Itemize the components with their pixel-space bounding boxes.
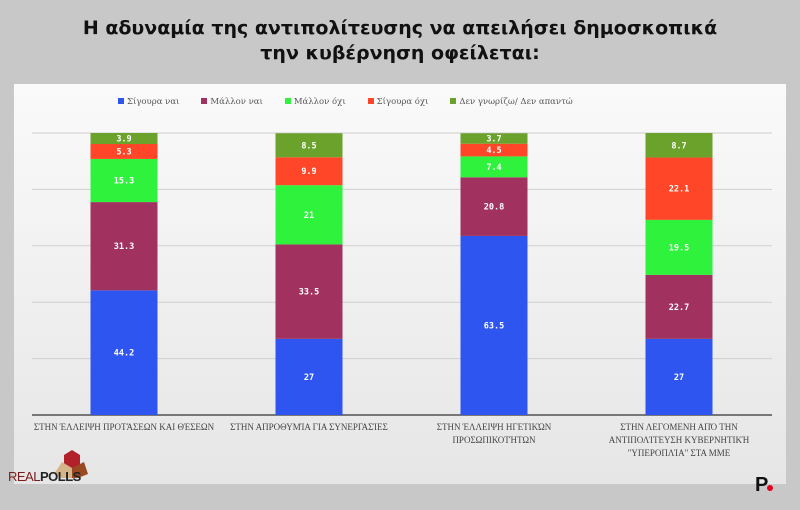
category-label-line: ΣΤΗΝ ΈΛΛΕΙΨΗ ΗΓΕΤΙΚΏΝ <box>436 422 552 432</box>
bar-segment <box>275 185 343 245</box>
data-label: 44.2 <box>114 349 134 359</box>
bar-segment <box>460 177 528 236</box>
bar-segment <box>275 157 343 186</box>
bar-segment <box>460 235 528 415</box>
data-label: 8.7 <box>671 141 686 151</box>
legend: Σίγουρα ναι Μάλλον ναι Μάλλον όχι Σίγουρα ό… <box>118 97 573 107</box>
bar-segment <box>645 274 713 339</box>
legend-swatch <box>118 98 124 104</box>
data-label: 27 <box>304 373 314 383</box>
data-label: 9.9 <box>301 167 316 177</box>
category-label: ΣΤΗΝ ΈΛΛΕΙΨΗ ΠΡΟΤΆΣΕΩΝ ΚΑΙ ΘΈΣΕΩΝ <box>24 421 224 434</box>
data-label: 15.3 <box>114 177 134 187</box>
legend-label: Μάλλον ναι <box>210 97 263 107</box>
bar-segment <box>275 133 343 158</box>
legend-item: Μάλλον όχι <box>284 97 346 107</box>
legend-item: Σίγουρα όχι <box>367 97 429 107</box>
data-label: 8.5 <box>301 141 316 151</box>
category-label: ΣΤΗΝ ΈΛΛΕΙΨΗ ΗΓΕΤΙΚΏΝ ΠΡΟΣΩΠΙΚΟΤΉΤΩΝ <box>394 421 594 447</box>
legend-label: Σίγουρα ναι <box>127 97 180 107</box>
publisher-logo: P <box>755 474 774 497</box>
data-label: 19.5 <box>669 243 689 253</box>
bar-segment <box>90 133 158 144</box>
data-label: 63.5 <box>484 321 504 331</box>
category-label-line: ΣΤΗΝ ΑΠΡΟΘΥΜΊΑ ΓΙΑ ΣΥΝΕΡΓΑΣΊΕΣ <box>230 422 388 432</box>
legend-swatch <box>367 98 374 104</box>
bar-segment <box>645 219 713 275</box>
realpolls-logo <box>24 448 104 498</box>
data-label: 5.3 <box>116 147 131 157</box>
chart-title: Η αδυναμία της αντιπολίτευσης να απειλήσ… <box>0 16 800 66</box>
data-label: 21 <box>304 211 314 221</box>
legend-item: Σίγουρα ναι <box>118 97 179 107</box>
title-line-2: την κυβέρνηση οφείλεται: <box>260 42 540 64</box>
legend-item: Μάλλον ναι <box>201 97 263 107</box>
data-label: 27 <box>674 373 684 383</box>
bar-segment <box>90 202 158 291</box>
legend-label: Μάλλον όχι <box>293 97 346 107</box>
category-label-line: "ΥΠΕΡΟΠΛΊΑ" ΣΤΑ ΜΜΕ <box>627 448 731 458</box>
data-label: 22.7 <box>669 303 689 313</box>
category-label: ΣΤΗΝ ΑΠΡΟΘΥΜΊΑ ΓΙΑ ΣΥΝΕΡΓΑΣΊΕΣ <box>209 421 409 434</box>
legend-label: Σίγουρα όχι <box>376 97 429 107</box>
bar-segment <box>90 143 158 159</box>
category-label-line: ΑΝΤΙΠΟΛΊΤΕΥΣΗ ΚΥΒΕΡΝΗΤΙΚΉ <box>608 435 750 445</box>
bar-segment <box>275 244 343 339</box>
category-label-line: ΣΤΗΝ ΛΕΓΟΜΕΝΗ ΑΠΌ ΤΗΝ <box>620 422 738 432</box>
legend-swatch <box>450 98 457 104</box>
data-label: 22.1 <box>669 185 689 195</box>
bar-segment <box>645 157 713 220</box>
bar-segment <box>460 156 528 178</box>
title-line-1: Η αδυναμία της αντιπολίτευσης να απειλήσ… <box>82 17 718 39</box>
category-label: ΣΤΗΝ ΛΕΓΟΜΕΝΗ ΑΠΌ ΤΗΝ ΑΝΤΙΠΟΛΊΤΕΥΣΗ ΚΥΒΕΡ… <box>579 421 779 460</box>
data-label: 31.3 <box>114 242 134 252</box>
data-label: 33.5 <box>299 288 319 298</box>
data-label: 3.9 <box>116 134 131 144</box>
data-label: 3.7 <box>486 134 501 144</box>
legend-swatch <box>284 98 291 104</box>
data-label: 4.5 <box>486 146 501 156</box>
bar-segment <box>645 338 713 415</box>
legend-item: Δεν γνωρίζω/ Δεν απαντώ <box>450 97 573 107</box>
bar-segment <box>460 143 528 157</box>
legend-swatch <box>201 98 208 104</box>
bar-segment <box>645 133 713 158</box>
realpolls-logo-text: REALPOLLS <box>8 469 81 484</box>
bar-segment <box>460 133 528 144</box>
bar-segment <box>275 338 343 415</box>
legend-label: Δεν γνωρίζω/ Δεν απαντώ <box>459 97 573 107</box>
category-label-line: ΣΤΗΝ ΈΛΛΕΙΨΗ ΠΡΟΤΆΣΕΩΝ ΚΑΙ ΘΈΣΕΩΝ <box>33 422 215 432</box>
bar-segment <box>90 158 158 203</box>
data-label: 20.8 <box>484 203 504 213</box>
category-label-line: ΠΡΟΣΩΠΙΚΟΤΉΤΩΝ <box>452 435 536 445</box>
bar-segment <box>90 290 158 415</box>
data-label: 7.4 <box>486 163 501 173</box>
